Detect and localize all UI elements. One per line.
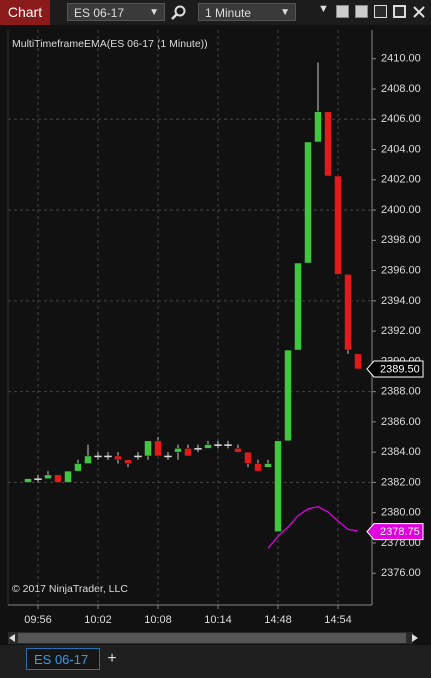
x-tick-label: 10:02 [84, 614, 112, 626]
candle-body [344, 274, 352, 351]
candle-body [244, 451, 252, 464]
y-tick-label: 2380.00 [381, 507, 421, 519]
toolbar: Chart ES 06-17 ▼ 1 Minute ▼ ▼ [0, 0, 431, 25]
x-tick-label: 14:54 [324, 614, 352, 626]
window-button[interactable] [336, 5, 349, 18]
candle-body [174, 448, 182, 453]
close-button[interactable] [412, 5, 426, 19]
y-tick-label: 2388.00 [381, 386, 421, 398]
y-tick-label: 2382.00 [381, 476, 421, 488]
candle-body [184, 448, 192, 457]
window-button[interactable] [355, 5, 368, 18]
instrument: ES 06-17 [74, 6, 125, 20]
y-tick-label: 2406.00 [381, 113, 421, 125]
candle-body [104, 455, 112, 458]
candle-body [274, 440, 282, 532]
tab-bar: ES 06-17 + [0, 645, 431, 678]
candle-body [354, 353, 362, 370]
maximize-button[interactable] [393, 5, 406, 18]
y-tick-label: 2402.00 [381, 174, 421, 186]
candle-body [204, 444, 212, 449]
price-marker [366, 360, 424, 378]
candle-body [124, 459, 132, 464]
candle-body [34, 478, 42, 480]
y-tick-label: 2408.00 [381, 83, 421, 95]
price-marker-label: 2389.50 [380, 363, 420, 375]
candle-body [74, 463, 82, 472]
candle-body [54, 474, 62, 483]
candle-body [254, 463, 262, 472]
copyright: © 2017 NinjaTrader, LLC [12, 583, 128, 595]
candle-body [294, 262, 302, 351]
candle-body [214, 444, 222, 446]
candle-body [304, 141, 312, 264]
x-tick-label: 14:48 [264, 614, 292, 626]
candle-body [324, 111, 332, 177]
ema-line [267, 505, 359, 549]
candle-body [144, 440, 152, 457]
scroll-right[interactable] [412, 634, 418, 642]
chart-button[interactable]: Chart [0, 0, 50, 25]
y-tick-label: 2376.00 [381, 567, 421, 579]
minimize-button[interactable] [374, 5, 387, 18]
x-tick-label: 10:08 [144, 614, 172, 626]
interval-select[interactable]: 1 Minute ▼ [198, 3, 296, 21]
candle-body [154, 440, 162, 457]
candle-body [24, 478, 32, 483]
y-tick-label: 2400.00 [381, 204, 421, 216]
candle-body [164, 455, 172, 458]
price-marker-label: 2378.75 [380, 526, 420, 538]
candle-body [114, 455, 122, 460]
search-icon[interactable] [170, 4, 188, 21]
candle-body [334, 175, 342, 275]
candle-body [94, 455, 102, 458]
y-tick-label: 2392.00 [381, 325, 421, 337]
candle-body [314, 111, 322, 143]
x-tick-label: 10:14 [204, 614, 232, 626]
x-tick-label: 09:56 [24, 614, 52, 626]
instrument-select[interactable]: ES 06-17 ▼ [67, 3, 165, 21]
indicator-label: MultiTimeframeEMA(ES 06-17 (1 Minute)) [12, 38, 208, 50]
menu-arrow[interactable]: ▼ [318, 3, 329, 15]
interval: 1 Minute [205, 6, 252, 20]
y-tick-label: 2404.00 [381, 143, 421, 155]
candle-body [284, 349, 292, 442]
price-marker [366, 523, 424, 541]
candle-body [64, 470, 72, 483]
scrollbar-thumb[interactable] [18, 633, 406, 643]
y-tick-label: 2396.00 [381, 264, 421, 276]
chart: MultiTimeframeEMA(ES 06-17 (1 Minute)) ©… [0, 25, 431, 645]
add-tab[interactable]: + [107, 650, 117, 667]
dropdown-arrow: ▼ [280, 7, 290, 18]
y-tick-label: 2398.00 [381, 234, 421, 246]
candle-body [264, 463, 272, 468]
candle-body [134, 455, 142, 458]
tab[interactable]: ES 06-17 [26, 648, 100, 670]
y-tick-label: 2386.00 [381, 416, 421, 428]
candle-body [224, 444, 232, 446]
y-tick-label: 2410.00 [381, 53, 421, 65]
candle-body [84, 455, 92, 464]
scroll-left[interactable] [9, 634, 15, 642]
y-tick-label: 2384.00 [381, 446, 421, 458]
y-tick-label: 2394.00 [381, 295, 421, 307]
candle-body [44, 474, 52, 479]
dropdown-arrow: ▼ [149, 7, 159, 18]
candle-body [194, 448, 202, 450]
chart-background [0, 25, 431, 645]
candle-body [234, 448, 242, 453]
